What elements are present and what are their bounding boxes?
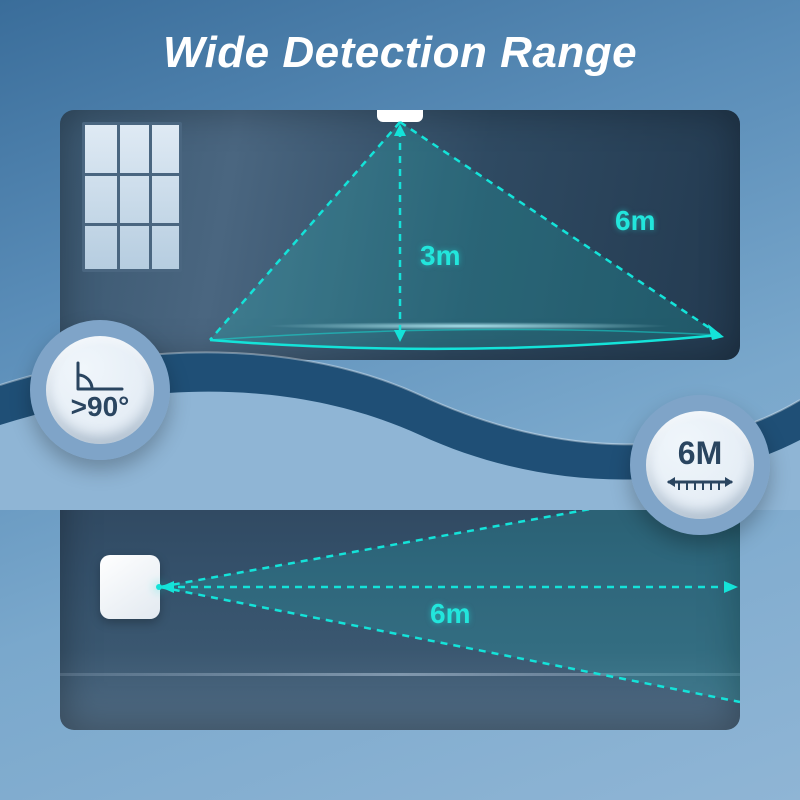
height-label: 3m [420, 240, 460, 272]
angle-badge-text: >90° [71, 393, 130, 421]
diagonal-label: 6m [615, 205, 655, 237]
wall-view-panel: 6m [60, 460, 740, 730]
wall-detection-diagram [60, 460, 740, 730]
distance-badge: 6M [630, 395, 770, 535]
ruler-icon [665, 471, 735, 493]
angle-badge: >90° [30, 320, 170, 460]
distance-badge-text: 6M [678, 437, 722, 469]
ceiling-view-panel: 3m 6m [60, 110, 740, 360]
page-title: Wide Detection Range [0, 0, 800, 78]
angle-icon [72, 359, 128, 393]
range-label: 6m [430, 598, 470, 630]
